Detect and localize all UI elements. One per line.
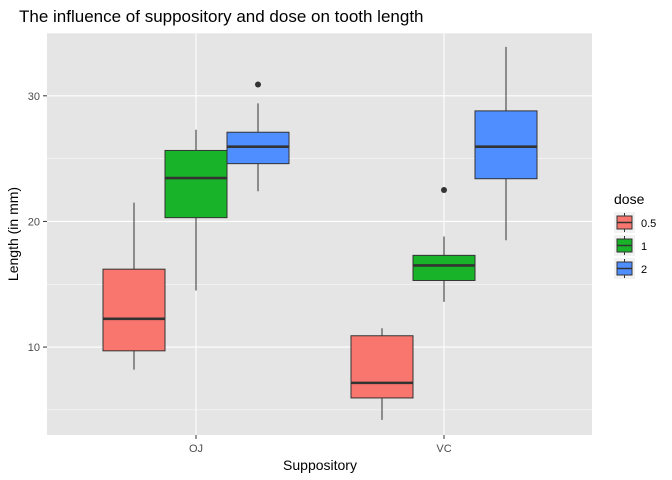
legend-label: 1	[641, 241, 647, 253]
box-OJ-dose-0.5	[102, 202, 166, 370]
outlier-point	[255, 81, 261, 88]
box-body	[102, 268, 166, 352]
y-axis-ticks: 10 20 30	[28, 91, 47, 354]
box-OJ-dose-2	[226, 81, 290, 192]
chart-title: The influence of suppository and dose on…	[19, 7, 424, 26]
plot-panel	[47, 33, 592, 435]
y-tick-label: 20	[28, 216, 40, 228]
box-VC-dose-2	[474, 46, 538, 241]
y-tick-label: 30	[28, 91, 40, 103]
legend-item-2: 2	[614, 258, 647, 279]
legend-item-0.5: 0.5	[614, 212, 656, 233]
x-tick-label: VC	[436, 443, 451, 455]
box-body	[164, 149, 228, 219]
x-axis-ticks: OJ VC	[189, 435, 452, 455]
x-tick-label: OJ	[189, 443, 203, 455]
box-body	[474, 110, 538, 180]
legend-label: 2	[641, 264, 647, 276]
legend: dose 0.5 1 2	[614, 191, 656, 279]
box-VC-dose-0.5	[350, 328, 414, 420]
legend-item-1: 1	[614, 235, 647, 256]
y-axis-title: Length (in mm)	[5, 187, 21, 281]
x-axis-title: Suppository	[283, 457, 357, 473]
box-body	[350, 335, 414, 399]
box-body	[412, 254, 476, 281]
box-OJ-dose-1	[164, 129, 228, 291]
outlier-point	[441, 187, 447, 194]
legend-label: 0.5	[641, 218, 656, 230]
legend-title: dose	[614, 191, 645, 207]
y-tick-label: 10	[28, 342, 40, 354]
box-VC-dose-1	[412, 187, 476, 302]
boxplot-boxes	[102, 46, 538, 420]
